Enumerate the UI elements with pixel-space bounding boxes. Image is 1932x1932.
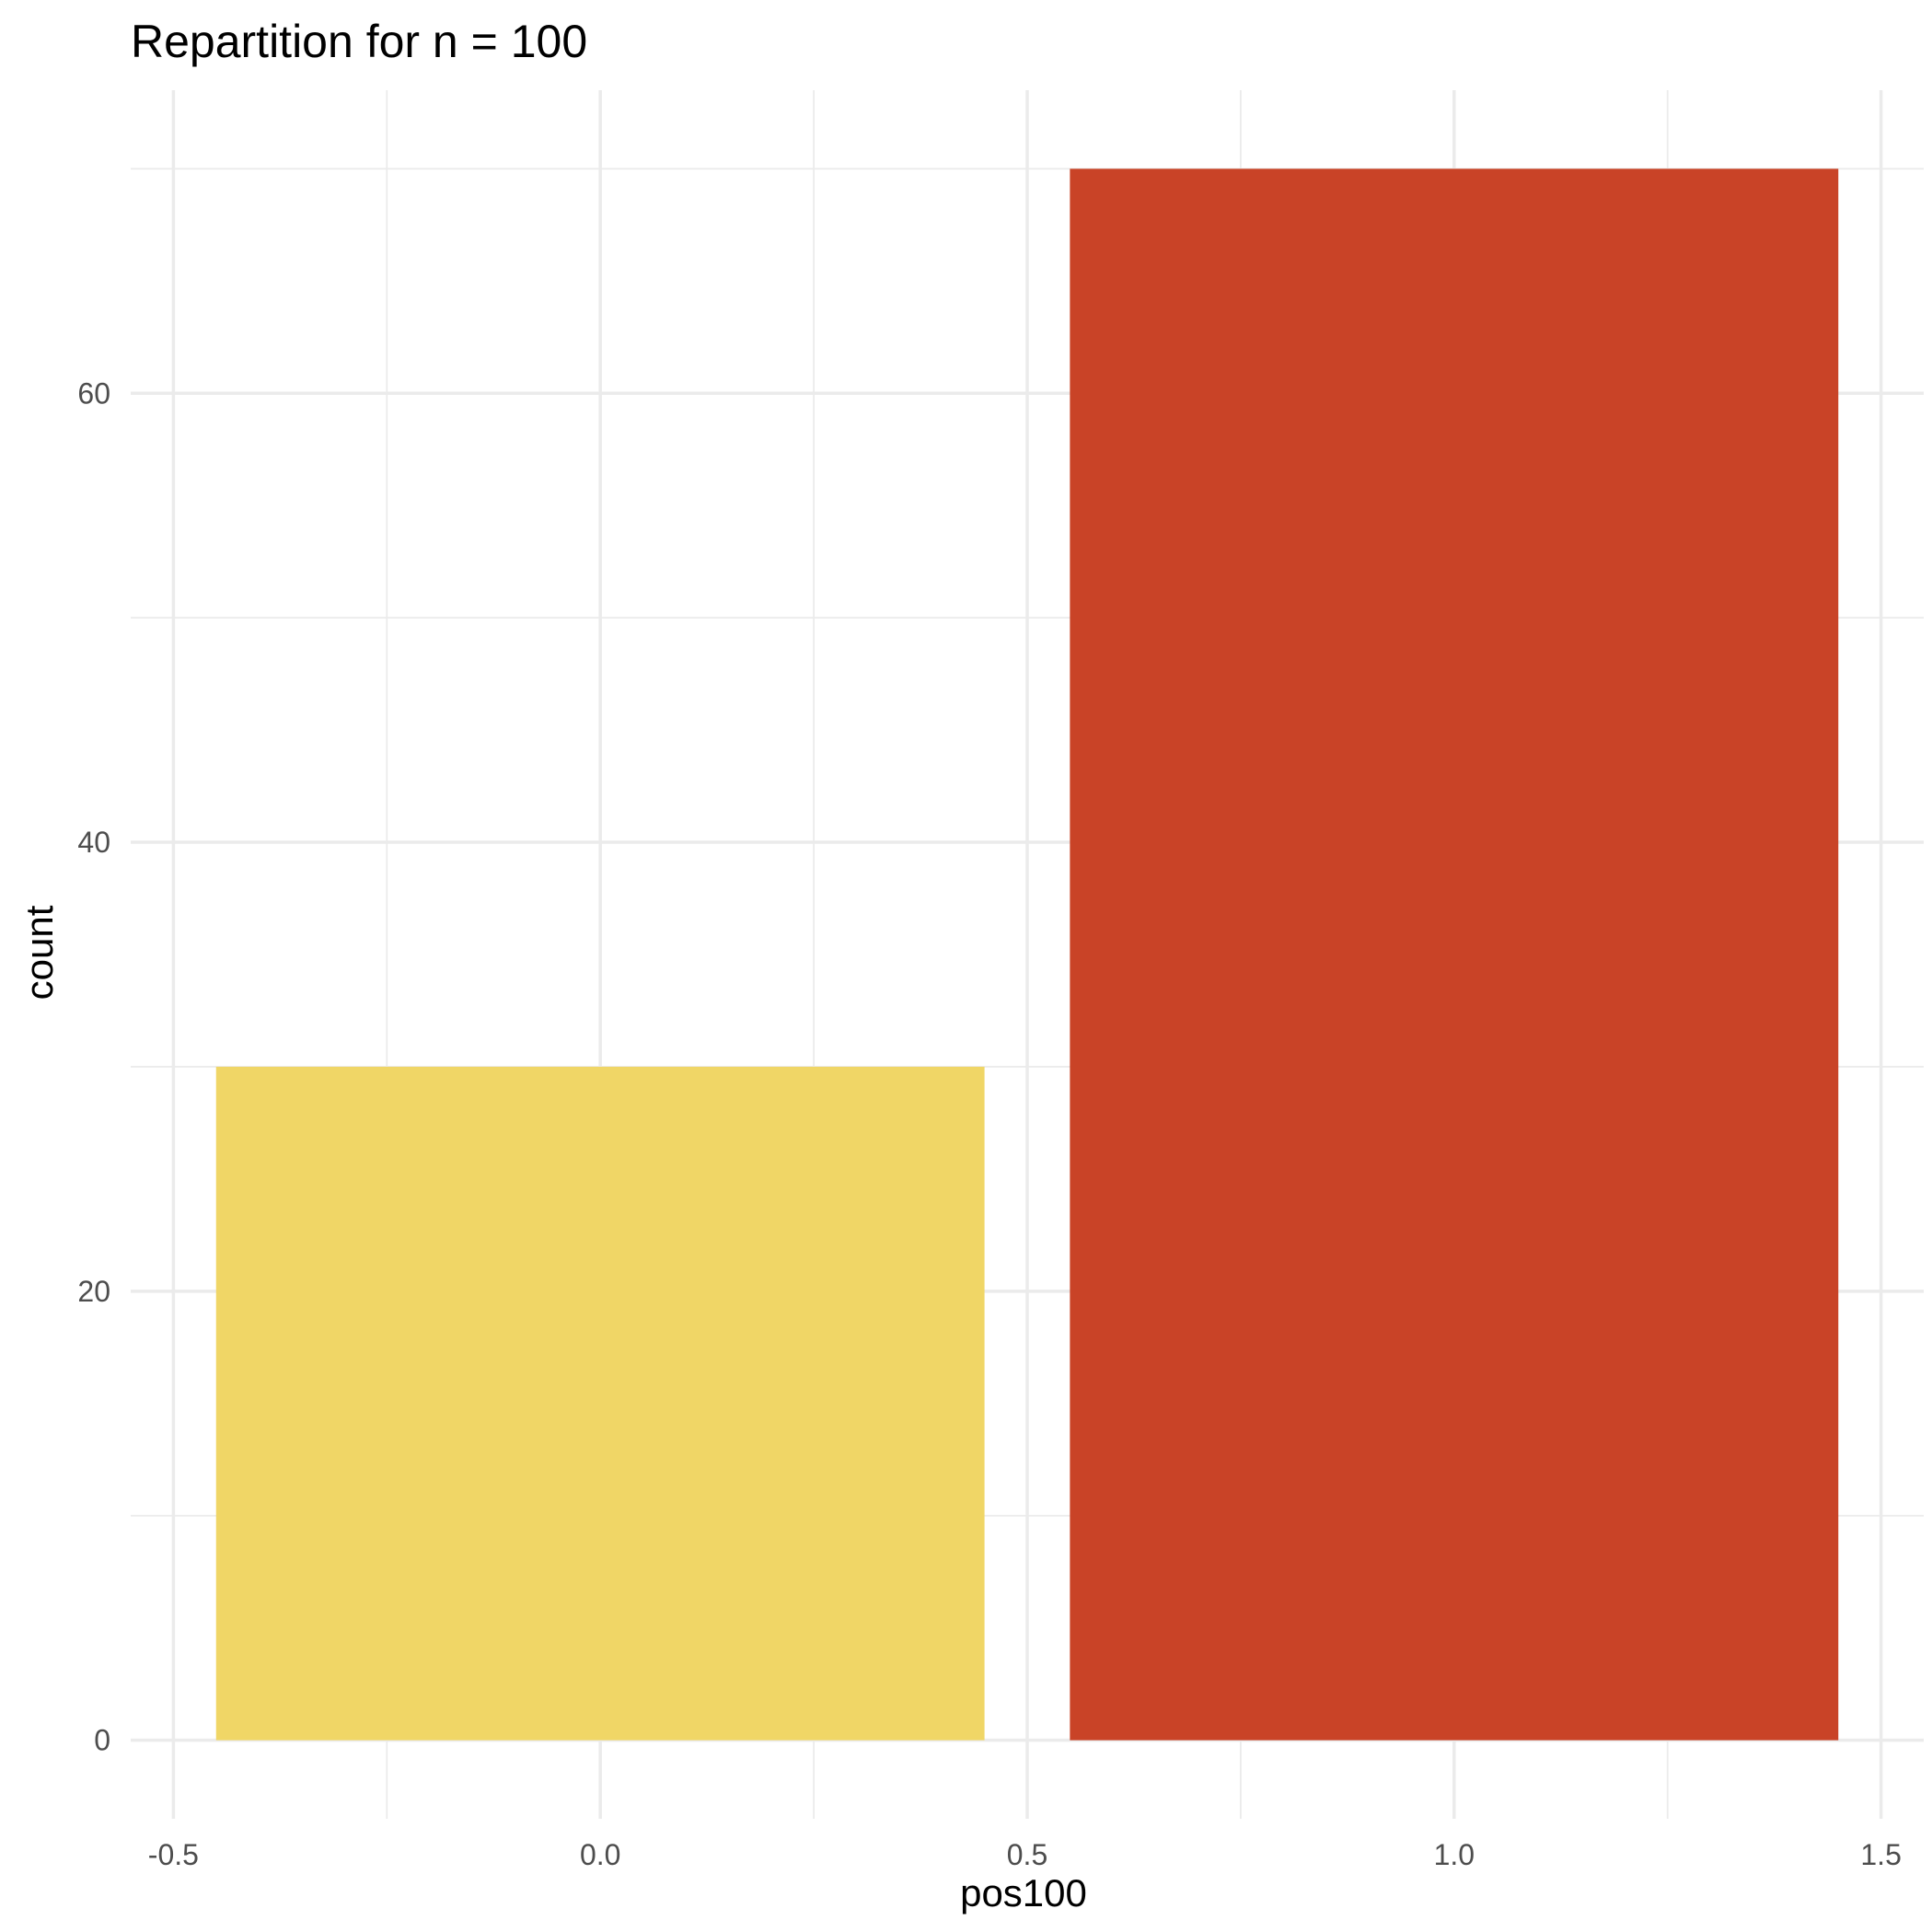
x-axis-title: pos100: [960, 1871, 1087, 1915]
tick-labels: -0.5 0.0 0.5 1.0 1.5 0 20 40 60: [77, 376, 1901, 1871]
bar-layer: [215, 168, 1839, 1741]
x-tick-label-0: -0.5: [148, 1838, 199, 1871]
y-tick-label-0: 0: [94, 1724, 110, 1757]
y-tick-label-2: 40: [77, 826, 110, 859]
y-axis-title: count: [17, 905, 61, 1000]
chart-title: Repartition for n = 100: [131, 16, 587, 67]
y-tick-label-3: 60: [77, 376, 110, 410]
bar-0: [215, 1066, 985, 1741]
y-tick-label-1: 20: [77, 1275, 110, 1308]
x-tick-label-1: 0.0: [580, 1838, 620, 1871]
x-tick-label-4: 1.5: [1860, 1838, 1901, 1871]
x-tick-label-2: 0.5: [1007, 1838, 1047, 1871]
x-tick-label-3: 1.0: [1434, 1838, 1475, 1871]
bar-1: [1070, 168, 1839, 1741]
